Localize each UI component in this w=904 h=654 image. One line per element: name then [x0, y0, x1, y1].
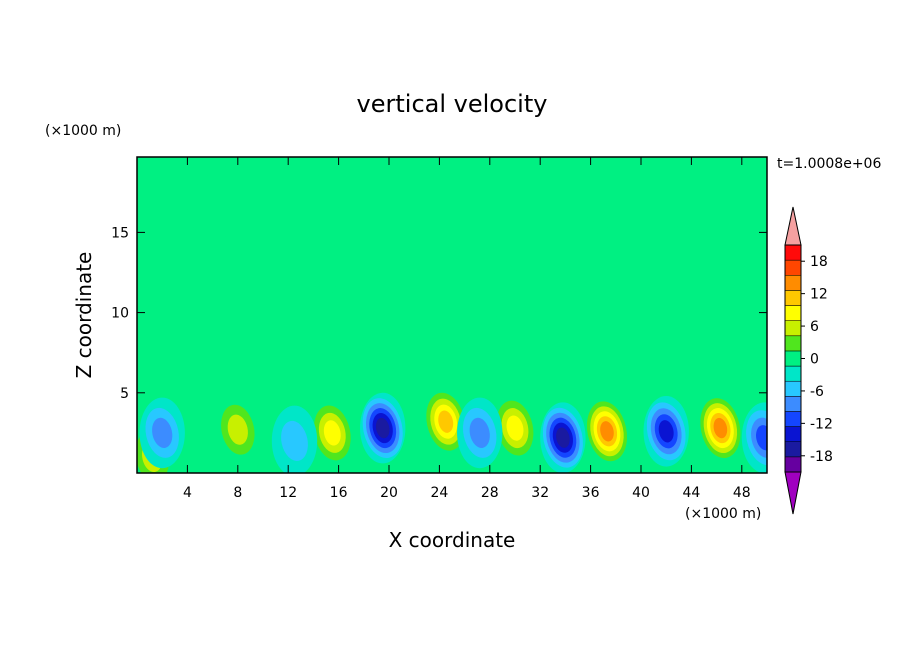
downdraft-cell: [658, 420, 674, 443]
downdraft-cell: [756, 425, 767, 451]
x-tick-label: 32: [531, 485, 549, 501]
downdraft-cell: [281, 420, 308, 461]
colorbar-segment: [784, 290, 802, 306]
colorbar-segment: [784, 350, 802, 367]
updraft-cell: [323, 420, 341, 446]
colorbar-segment: [784, 320, 802, 337]
colorbar-tick-label: -6: [810, 384, 824, 400]
colorbar-tick-label: -12: [810, 416, 833, 432]
updraft-cell: [506, 415, 524, 441]
colorbar-segment: [784, 426, 802, 442]
y-axis: 5 10 15: [111, 225, 767, 402]
x-tick-label: 20: [380, 485, 398, 501]
field-patch: [678, 200, 755, 329]
x-axis-label: X coordinate: [389, 528, 516, 552]
colorbar-segment: [784, 456, 802, 473]
colorbar-segment: [784, 365, 802, 382]
downdraft-cell: [152, 417, 173, 448]
field-patch: [174, 232, 251, 361]
field-patch: [502, 216, 604, 281]
plot-frame: [136, 156, 768, 474]
x-tick-label: 4: [183, 485, 192, 501]
colorbar: 18 12 6 0 -6 -12 -18: [784, 206, 833, 515]
x-tick-label: 12: [279, 485, 297, 501]
y-unit-label: (×1000 m): [45, 123, 121, 139]
x-tick-label: 8: [233, 485, 242, 501]
downdraft-cell: [556, 427, 570, 448]
y-tick-label: 10: [111, 306, 129, 322]
y-axis-label: Z coordinate: [72, 252, 96, 379]
updraft-cell: [600, 421, 614, 442]
colorbar-segment: [784, 244, 802, 261]
field-patch: [187, 160, 339, 257]
x-tick-label: 36: [582, 485, 600, 501]
colorbar-tick-label: -18: [810, 449, 833, 465]
colorbar-over-arrow: [784, 206, 802, 246]
x-tick-label: 28: [481, 485, 499, 501]
y-tick-label: 5: [120, 386, 129, 402]
colorbar-segment: [784, 305, 802, 321]
x-axis: 4 8 12 16 20 24 28 32 36 40 44 48: [183, 157, 751, 501]
colorbar-segment: [784, 411, 802, 427]
updraft-cell: [227, 414, 248, 445]
x-unit-label: (×1000 m): [685, 506, 761, 522]
chart-title: vertical velocity: [357, 90, 548, 118]
x-tick-label: 40: [632, 485, 650, 501]
colorbar-segment: [784, 441, 802, 458]
downdraft-cell: [469, 417, 490, 448]
field-patch: [578, 168, 704, 233]
colorbar-tick-label: 6: [810, 319, 819, 335]
colorbar-segment: [784, 275, 802, 291]
colorbar-under-arrow: [784, 471, 802, 515]
updraft-cell: [438, 410, 454, 433]
colorbar-tick-label: 0: [810, 352, 819, 368]
x-tick-label: 44: [682, 485, 700, 501]
x-tick-label: 24: [430, 485, 448, 501]
colorbar-tick-label: 18: [810, 254, 828, 270]
downdraft-cell: [375, 417, 390, 439]
x-tick-label: 48: [733, 485, 751, 501]
heatmap-field: [137, 157, 767, 473]
colorbar-segment: [784, 380, 802, 397]
field-patch: [288, 344, 339, 409]
colorbar-segment: [784, 335, 802, 352]
colorbar-tick-label: 12: [810, 287, 828, 303]
updraft-cell: [713, 417, 728, 439]
x-tick-label: 16: [330, 485, 348, 501]
field-patch: [376, 248, 503, 345]
time-label: t=1.0008e+06: [777, 156, 881, 172]
colorbar-segment: [784, 259, 802, 276]
y-tick-label: 15: [111, 225, 129, 241]
colorbar-segment: [784, 396, 802, 412]
